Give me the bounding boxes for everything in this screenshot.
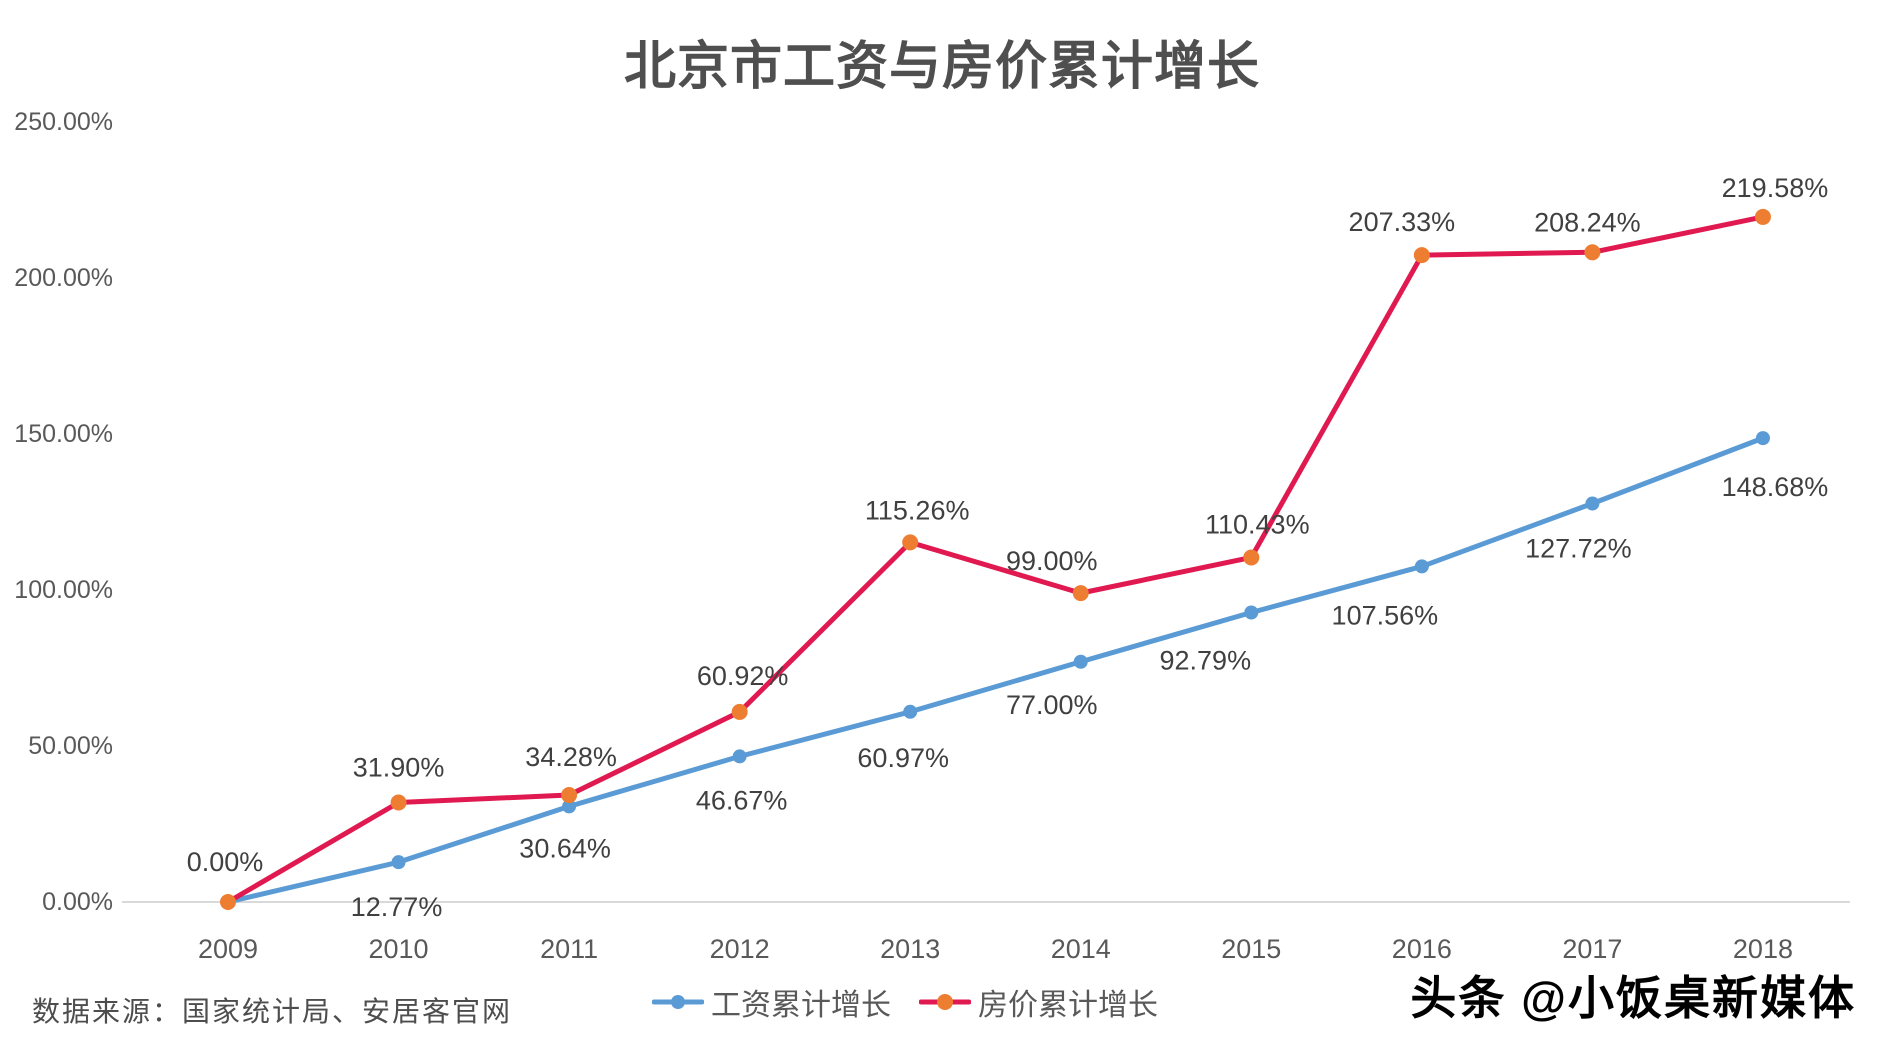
- x-axis-tick-label: 2016: [1392, 934, 1452, 964]
- data-point: [1414, 559, 1429, 574]
- y-axis-tick-label: 250.00%: [14, 108, 113, 136]
- data-point-label: 31.90%: [353, 752, 445, 782]
- x-axis-tick-label: 2014: [1051, 934, 1111, 964]
- data-point: [1413, 247, 1430, 264]
- x-axis-tick-label: 2018: [1733, 934, 1793, 964]
- legend-label: 工资累计增长: [711, 989, 891, 1022]
- data-point: [1072, 585, 1089, 602]
- data-point: [732, 749, 747, 764]
- data-point: [1584, 244, 1601, 261]
- y-axis-tick-label: 150.00%: [14, 420, 113, 448]
- data-point: [1754, 208, 1771, 225]
- data-point-label: 208.24%: [1534, 207, 1641, 237]
- legend-marker-icon: [652, 995, 704, 1009]
- data-point-label: 60.97%: [857, 743, 949, 773]
- data-point: [1755, 431, 1770, 446]
- series-line-wage: [225, 435, 1766, 905]
- x-axis-tick-label: 2017: [1562, 934, 1622, 964]
- data-point-label: 0.00%: [187, 847, 264, 877]
- y-axis-tick-label: 50.00%: [28, 732, 113, 760]
- data-point: [390, 794, 407, 811]
- data-point: [562, 799, 577, 814]
- data-point-label: 148.68%: [1722, 472, 1829, 502]
- data-point-label: 12.77%: [351, 892, 443, 922]
- data-point: [903, 704, 918, 719]
- data-point: [220, 894, 236, 910]
- data-point-label: 207.33%: [1349, 207, 1456, 237]
- x-axis-tick-label: 2013: [880, 934, 940, 964]
- legend-item-wage: 工资累计增长: [652, 980, 891, 1024]
- legend-label: 房价累计增长: [978, 989, 1158, 1022]
- x-axis-tick-label: 2009: [198, 934, 258, 964]
- data-point-label: 30.64%: [519, 833, 611, 863]
- data-point: [731, 703, 748, 720]
- data-point: [902, 534, 919, 551]
- data-point-label: 219.58%: [1722, 173, 1829, 203]
- data-point-label: 110.43%: [1205, 509, 1310, 539]
- data-point: [1585, 496, 1600, 511]
- data-point-label: 46.67%: [696, 785, 788, 815]
- x-axis-tick-label: 2010: [369, 934, 429, 964]
- legend-marker-icon: [919, 994, 971, 1010]
- data-source-note: 数据来源：国家统计局、安居客官网: [32, 997, 513, 1028]
- data-point: [561, 787, 578, 804]
- data-point-label: 60.92%: [697, 661, 789, 691]
- legend-item-house-price: 房价累计增长: [919, 980, 1158, 1024]
- data-point-label: 99.00%: [1006, 546, 1098, 576]
- chart-title: 北京市工资与房价累计增长: [623, 38, 1260, 96]
- watermark: 头条 @小饭桌新媒体: [1410, 972, 1856, 1024]
- legend: 工资累计增长 房价累计增长: [652, 980, 1158, 1024]
- data-point-label: 34.28%: [525, 742, 617, 772]
- data-point: [391, 855, 406, 870]
- y-axis-tick-label: 0.00%: [42, 888, 113, 916]
- y-axis-tick-label: 200.00%: [14, 264, 113, 292]
- x-axis-tick-label: 2015: [1221, 934, 1281, 964]
- y-axis-tick-label: 100.00%: [14, 576, 113, 604]
- data-point-label: 115.26%: [865, 495, 970, 525]
- data-point-label: 107.56%: [1332, 600, 1439, 630]
- data-point-label: 127.72%: [1525, 534, 1632, 564]
- data-point: [1243, 549, 1260, 566]
- x-axis-tick-label: 2011: [540, 934, 598, 964]
- data-point: [1244, 605, 1259, 620]
- series-line-house-price: [225, 214, 1766, 905]
- data-point-label: 77.00%: [1006, 690, 1098, 720]
- data-point-label: 92.79%: [1160, 645, 1252, 675]
- data-point: [1073, 654, 1088, 669]
- x-axis-tick-label: 2012: [710, 934, 770, 964]
